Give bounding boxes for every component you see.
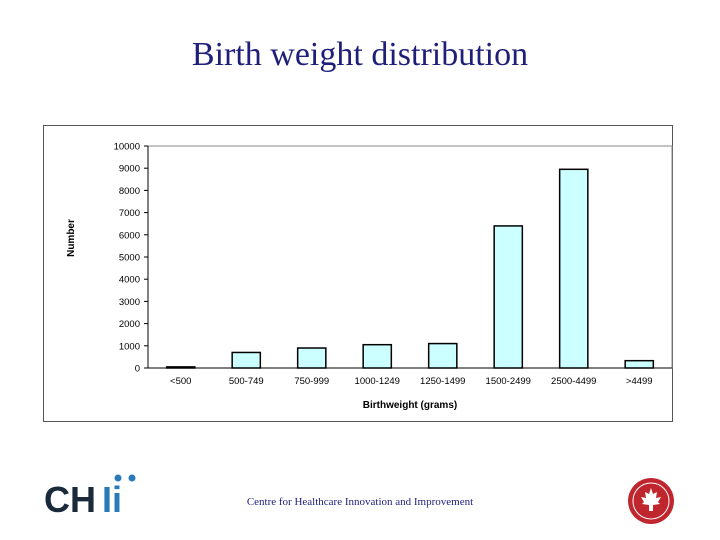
x-axis-label: Birthweight (grams) bbox=[363, 400, 457, 411]
seal-logo bbox=[626, 477, 676, 527]
maple-leaf-icon bbox=[641, 488, 661, 511]
y-tick-label: 8000 bbox=[119, 186, 140, 197]
footer-text: Centre for Healthcare Innovation and Imp… bbox=[246, 496, 474, 508]
bar-1 bbox=[231, 351, 262, 369]
y-tick-label: 9000 bbox=[119, 164, 140, 175]
x-tick-label: 1000-1249 bbox=[355, 376, 400, 387]
chart-frame: 0 1000 2000 3000 4000 5000 6000 7000 8000 9000 100… bbox=[43, 125, 673, 422]
logo-dot-icon bbox=[114, 474, 122, 482]
bar-3 bbox=[362, 343, 393, 369]
logo-text-ii: Ii bbox=[102, 479, 122, 520]
y-tick-label: 6000 bbox=[119, 230, 140, 241]
x-tick-label: 2500-4499 bbox=[551, 376, 596, 387]
y-tick-label: 10000 bbox=[114, 142, 140, 153]
y-tick-label: 1000 bbox=[119, 341, 140, 352]
y-tick-label: 2000 bbox=[119, 319, 140, 330]
y-tick-label: 0 bbox=[135, 364, 140, 375]
y-tick-label: 5000 bbox=[119, 253, 140, 264]
y-axis-label: Number bbox=[66, 219, 77, 257]
x-tick-label: >4499 bbox=[626, 376, 653, 387]
bar-chart: 0 1000 2000 3000 4000 5000 6000 7000 8000 9000 100… bbox=[66, 142, 673, 411]
bar-5 bbox=[493, 225, 524, 369]
y-tick-label: 4000 bbox=[119, 275, 140, 286]
logo-text-ch: CH bbox=[44, 479, 96, 520]
bar-6 bbox=[558, 168, 589, 369]
x-tick-label: 500-749 bbox=[229, 376, 264, 387]
bar-2 bbox=[296, 347, 327, 369]
bar-7 bbox=[624, 359, 655, 369]
x-tick-label: <500 bbox=[170, 376, 191, 387]
x-tick-label: 1500-2499 bbox=[486, 376, 531, 387]
y-tick-label: 7000 bbox=[119, 208, 140, 219]
logo-dot-icon bbox=[128, 474, 136, 482]
plot-area bbox=[147, 145, 673, 369]
bar-4 bbox=[427, 342, 458, 369]
x-axis-ticks: <500 500-749 750-999 1000-1249 1250-1499 1500… bbox=[170, 376, 653, 387]
y-axis-ticks: 0 1000 2000 3000 4000 5000 6000 7000 8000 9000 100… bbox=[114, 142, 148, 375]
slide-title: Birth weight distribution bbox=[191, 36, 529, 73]
y-tick-label: 3000 bbox=[119, 297, 140, 308]
chii-logo: CH Ii bbox=[44, 470, 154, 520]
seal-ring-icon bbox=[632, 482, 670, 520]
x-tick-label: 1250-1499 bbox=[420, 376, 465, 387]
x-tick-label: 750-999 bbox=[294, 376, 329, 387]
